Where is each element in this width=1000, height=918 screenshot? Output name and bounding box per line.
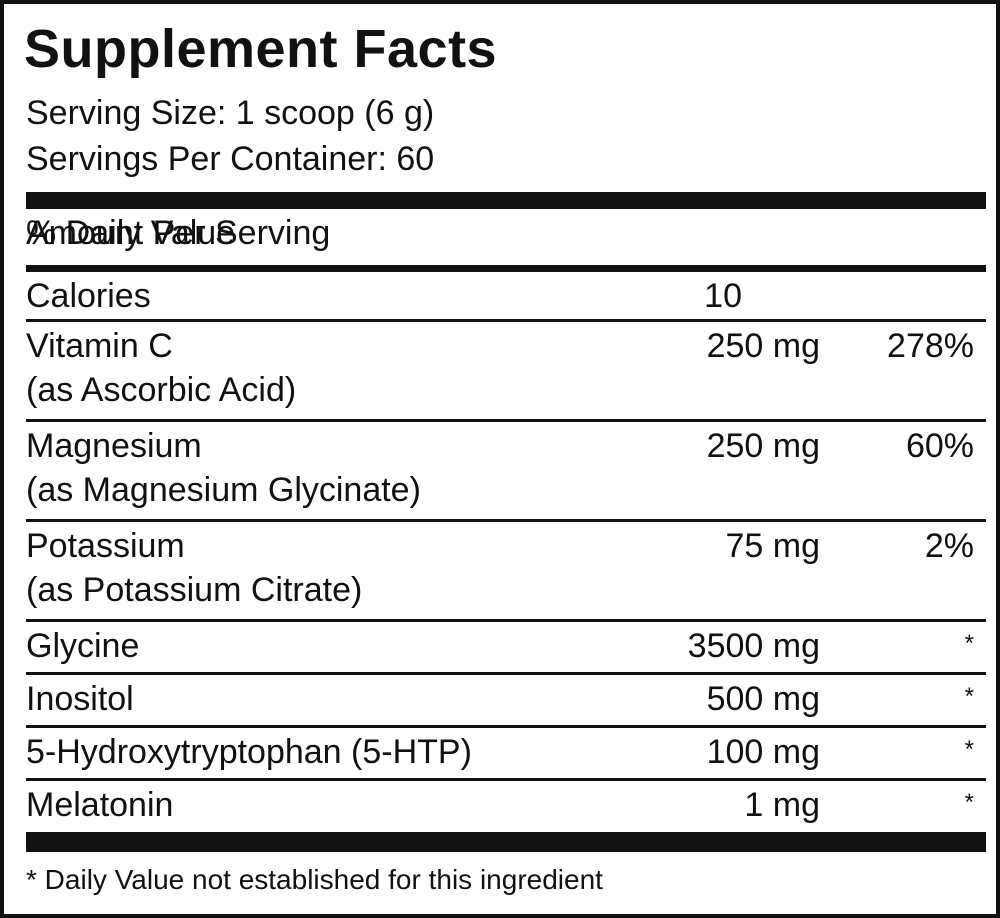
nutrient-name: 5-Hydroxytryptophan (5-HTP) [26, 733, 472, 771]
nutrient-name: Inositol [26, 680, 134, 718]
nutrient-row: Magnesium (as Magnesium Glycinate) 250 mg 6… [26, 422, 986, 522]
nutrient-name: Magnesium (as Magnesium Glycinate) [26, 427, 421, 509]
nutrient-name: Vitamin C (as Ascorbic Acid) [26, 327, 297, 409]
nutrient-row: Potassium (as Potassium Citrate) 75 mg 2% [26, 522, 986, 622]
amount: 75 mg [725, 527, 821, 565]
amount: 250 mg [706, 327, 820, 365]
thick-rule [26, 192, 986, 209]
thick-rule [26, 832, 986, 852]
nutrient-row: Melatonin 1 mg * [26, 781, 986, 834]
nutrient-row: Inositol 500 mg * [26, 675, 986, 728]
nutrient-row: Calories 10 [26, 272, 986, 322]
amount: 1 mg [744, 786, 820, 824]
title: Supplement Facts [24, 19, 498, 79]
nutrient-name: Glycine [26, 627, 140, 665]
amount: 3500 mg [687, 627, 820, 665]
amount: 10 [704, 277, 742, 315]
nutrient-source: (as Ascorbic Acid) [26, 371, 297, 409]
nutrient-name: Calories [26, 277, 151, 315]
servings-per-container: Servings Per Container: 60 [26, 140, 435, 178]
nutrient-row: 5-Hydroxytryptophan (5-HTP) 100 mg * [26, 728, 986, 781]
daily-value: * [964, 630, 974, 657]
amount-header: Amount Per Serving [26, 214, 331, 252]
daily-value-header: % Daily Value [26, 214, 236, 252]
nutrient-row: Vitamin C (as Ascorbic Acid) 250 mg 278% [26, 322, 986, 422]
daily-value: * [964, 736, 974, 763]
daily-value: 60% [905, 427, 974, 465]
nutrient-source: (as Magnesium Glycinate) [26, 471, 421, 509]
amount: 500 mg [706, 680, 820, 718]
nutrient-row: Glycine 3500 mg * [26, 622, 986, 675]
amount: 250 mg [706, 427, 820, 465]
daily-value: * [964, 789, 974, 816]
serving-size: Serving Size: 1 scoop (6 g) [26, 94, 435, 132]
daily-value: * [964, 683, 974, 710]
footnote: * Daily Value not established for this i… [26, 864, 603, 895]
nutrient-name: Potassium (as Potassium Citrate) [26, 527, 363, 609]
daily-value: 278% [887, 327, 974, 365]
daily-value: 2% [924, 527, 974, 565]
nutrient-source: (as Potassium Citrate) [26, 571, 363, 609]
medium-rule [26, 265, 986, 272]
amount: 100 mg [706, 733, 820, 771]
nutrient-name: Melatonin [26, 786, 174, 824]
